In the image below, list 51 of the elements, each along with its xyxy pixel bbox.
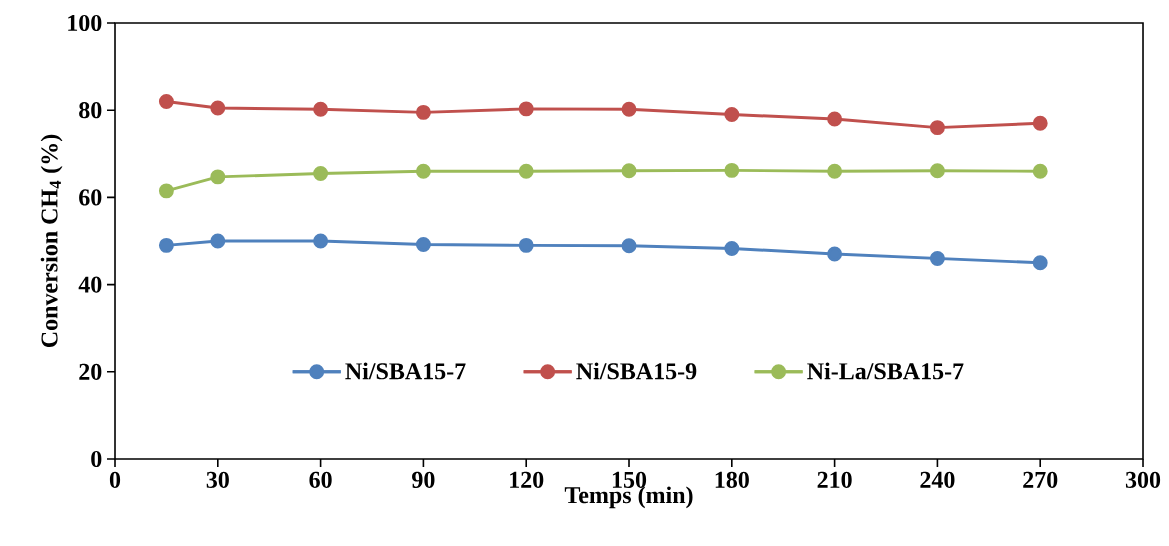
point bbox=[621, 163, 637, 179]
point bbox=[1032, 163, 1048, 179]
point bbox=[929, 163, 945, 179]
point bbox=[210, 233, 226, 249]
x-tick-label: 0 bbox=[109, 471, 121, 488]
legend-label: Ni/SBA15-7 bbox=[345, 362, 466, 380]
point bbox=[724, 240, 740, 256]
point bbox=[724, 107, 740, 123]
x-tick-label: 300 bbox=[1125, 471, 1161, 488]
point bbox=[313, 233, 329, 249]
x-tick-label: 270 bbox=[1023, 471, 1058, 488]
x-tick-label: 180 bbox=[715, 471, 749, 488]
y-tick-label: 20 bbox=[79, 363, 102, 380]
legend-label: Ni/SBA15-9 bbox=[576, 362, 697, 380]
x-tick-label: 210 bbox=[817, 471, 852, 488]
point bbox=[518, 237, 534, 253]
point bbox=[415, 237, 431, 252]
point bbox=[621, 101, 637, 117]
x-tick-label: 60 bbox=[309, 471, 332, 488]
point bbox=[724, 162, 740, 178]
point bbox=[158, 183, 174, 199]
y-tick-label: 60 bbox=[79, 189, 102, 206]
point bbox=[929, 250, 945, 266]
y-axis-title: Conversion CH$_{4}$ (%) bbox=[40, 134, 63, 348]
point bbox=[827, 111, 843, 127]
y-tick-label: 0 bbox=[91, 450, 102, 468]
point bbox=[158, 237, 174, 253]
point bbox=[415, 163, 431, 179]
point bbox=[210, 100, 226, 116]
point bbox=[1032, 115, 1048, 131]
x-tick-label: 30 bbox=[206, 471, 229, 488]
point bbox=[158, 94, 174, 109]
point bbox=[313, 165, 329, 181]
point bbox=[827, 163, 843, 179]
legend-label: Ni-La/SBA15-7 bbox=[807, 362, 964, 380]
y-tick-label: 80 bbox=[79, 102, 102, 119]
point bbox=[518, 101, 534, 117]
point bbox=[415, 104, 431, 120]
x-tick-label: 90 bbox=[412, 471, 435, 488]
y-tick-label: 100 bbox=[68, 14, 102, 32]
y-tick-label: 40 bbox=[78, 276, 102, 293]
point bbox=[1032, 255, 1048, 271]
x-tick-label: 150 bbox=[612, 471, 647, 488]
point bbox=[621, 238, 637, 254]
x-tick-label: 240 bbox=[920, 471, 955, 488]
point bbox=[929, 120, 945, 136]
x-tick-label: 120 bbox=[510, 471, 544, 488]
point bbox=[210, 169, 226, 185]
point bbox=[827, 246, 843, 262]
point bbox=[313, 101, 329, 117]
point bbox=[518, 163, 534, 179]
